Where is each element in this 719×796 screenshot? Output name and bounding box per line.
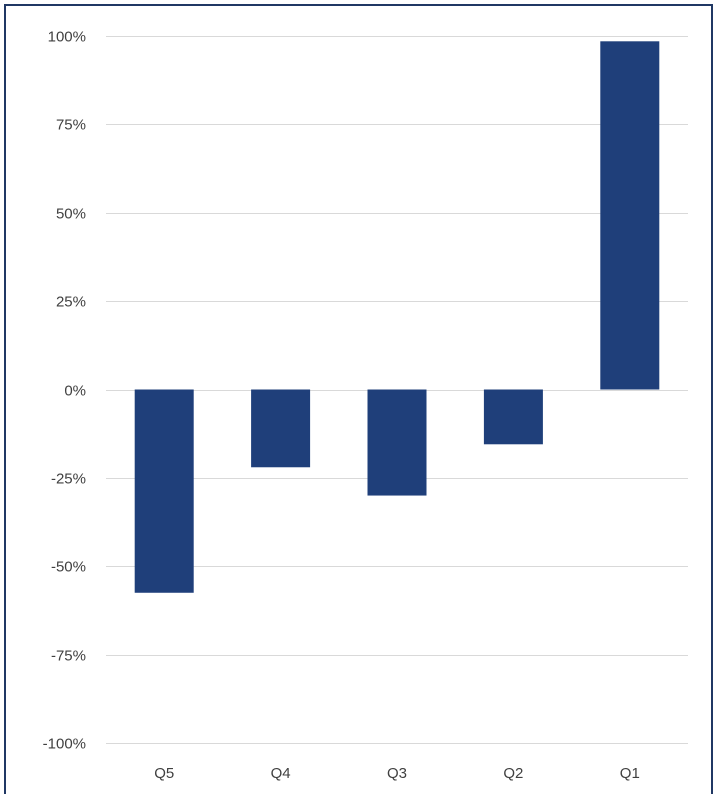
y-tick-label: 50% [56,206,86,223]
y-tick-label: -75% [51,648,86,665]
x-tick-label: Q1 [620,765,640,782]
x-tick-label: Q3 [387,765,407,782]
chart-frame: 100% 75% 50% 25% 0% -25% -50% -75% -100% Q5 Q4 Q3 Q… [4,4,713,794]
bar-q5 [134,389,194,593]
y-tick-label: -100% [43,736,86,753]
y-tick-label: -50% [51,559,86,576]
x-tick-label: Q4 [271,765,291,782]
y-tick-label: 0% [64,383,86,400]
bar-q2 [483,389,543,445]
x-tick-label: Q5 [154,765,174,782]
y-tick-label: 25% [56,294,86,311]
y-tick-label: 75% [56,117,86,134]
bar-q3 [367,389,427,496]
x-axis-tick-labels: Q5 Q4 Q3 Q2 Q1 [154,765,640,782]
bar-chart: 100%75%50%25%0%-25%-50%-75%-100% Q5 Q4 Q3 Q… [43,29,688,782]
bar-q4 [251,389,311,468]
y-tick-label: 100% [48,29,86,46]
y-tick-label: -25% [51,471,86,488]
bars [134,41,660,593]
x-tick-label: Q2 [503,765,523,782]
y-axis-tick-labels: 100% 75% 50% 25% 0% -25% -50% -75% -100% [43,29,86,753]
bar-q1 [600,41,660,390]
